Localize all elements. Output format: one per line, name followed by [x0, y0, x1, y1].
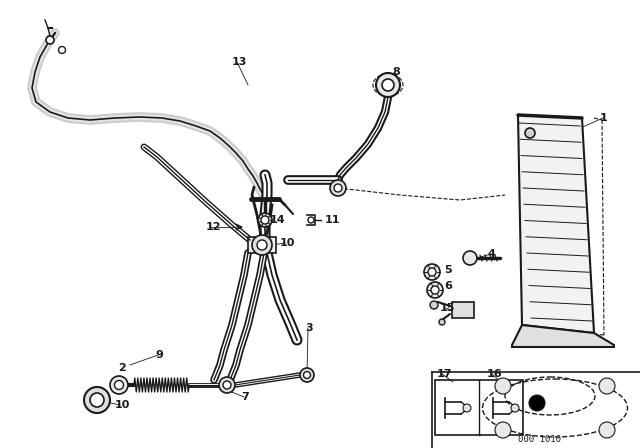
Text: 12: 12 [206, 222, 221, 232]
Circle shape [115, 380, 124, 389]
Text: 5: 5 [444, 265, 452, 275]
Circle shape [430, 301, 438, 309]
Circle shape [252, 235, 272, 255]
Text: 10: 10 [115, 400, 131, 410]
Circle shape [463, 251, 477, 265]
Text: 11: 11 [325, 215, 340, 225]
Bar [248, 237, 276, 253]
Circle shape [525, 128, 535, 138]
Circle shape [428, 268, 436, 276]
Polygon shape [512, 325, 614, 347]
Text: 7: 7 [241, 392, 249, 402]
Circle shape [495, 422, 511, 438]
Text: 16: 16 [487, 369, 502, 379]
Text: 6: 6 [444, 281, 452, 291]
Text: 3: 3 [305, 323, 312, 333]
Circle shape [376, 73, 400, 97]
Circle shape [463, 404, 471, 412]
Circle shape [431, 286, 439, 294]
Circle shape [382, 79, 394, 91]
Text: 000 1010: 000 1010 [518, 435, 561, 444]
Circle shape [334, 184, 342, 192]
Polygon shape [518, 115, 594, 333]
Text: 14: 14 [270, 215, 285, 225]
Circle shape [439, 319, 445, 325]
Circle shape [219, 377, 235, 393]
Circle shape [58, 47, 65, 53]
Circle shape [110, 376, 128, 394]
Text: 15: 15 [440, 303, 456, 313]
Circle shape [46, 36, 54, 44]
Circle shape [261, 216, 269, 224]
Text: 9: 9 [155, 350, 163, 360]
Text: 2: 2 [118, 363, 125, 373]
Circle shape [300, 368, 314, 382]
Circle shape [495, 378, 511, 394]
Circle shape [511, 404, 519, 412]
Text: 4: 4 [488, 249, 496, 259]
Bar [452, 302, 474, 318]
Circle shape [84, 387, 110, 413]
Text: 1: 1 [600, 113, 608, 123]
Circle shape [308, 217, 314, 223]
Text: 17: 17 [437, 369, 452, 379]
Circle shape [529, 395, 545, 411]
Circle shape [90, 393, 104, 407]
Circle shape [599, 422, 615, 438]
Circle shape [223, 381, 231, 389]
Text: 8: 8 [392, 67, 400, 77]
Circle shape [427, 282, 443, 298]
Circle shape [330, 180, 346, 196]
Circle shape [303, 371, 310, 379]
Text: 10: 10 [280, 238, 296, 248]
Text: 13: 13 [232, 57, 248, 67]
Circle shape [424, 264, 440, 280]
Bar [435, 380, 523, 435]
Circle shape [257, 240, 267, 250]
Circle shape [599, 378, 615, 394]
Circle shape [258, 213, 272, 227]
